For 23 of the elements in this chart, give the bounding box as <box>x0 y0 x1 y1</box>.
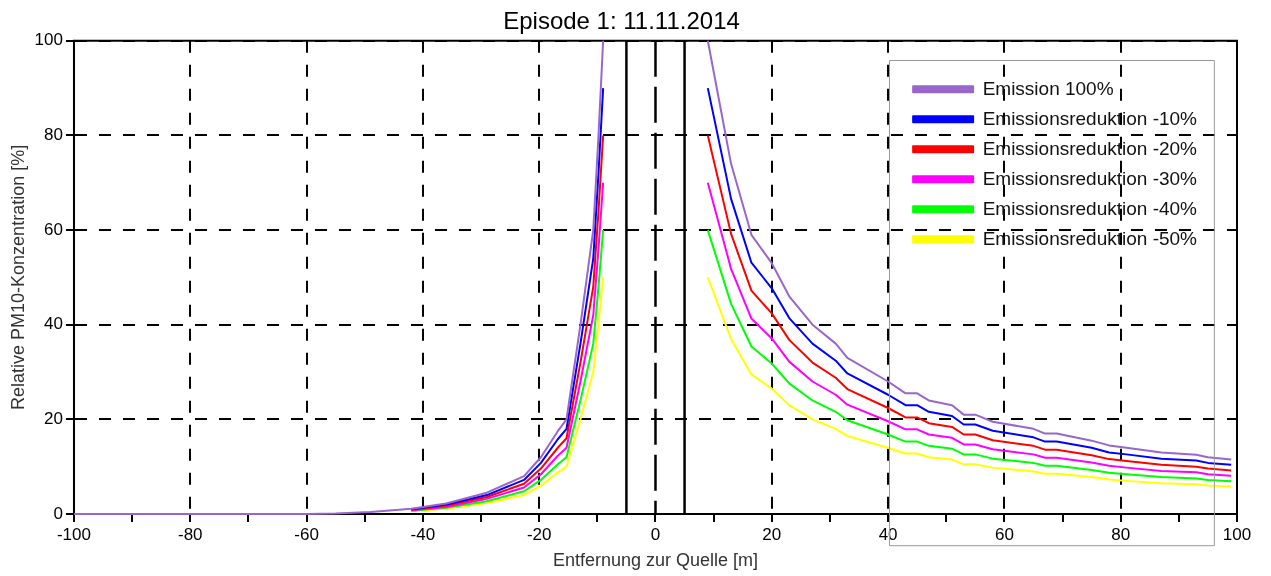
y-tick-label: 0 <box>53 503 63 523</box>
y-tick-label: 80 <box>44 125 63 145</box>
x-tick-label: 80 <box>1111 524 1131 544</box>
y-axis-title: Relative PM10-Konzentration [%] <box>7 144 28 410</box>
x-tick-label: 60 <box>994 524 1014 544</box>
y-tick-label: 40 <box>44 314 63 334</box>
x-tick-label: -20 <box>526 524 552 544</box>
x-tick-label: 20 <box>762 524 782 544</box>
legend-label: Emissionsreduktion -40% <box>982 197 1198 219</box>
legend-label: Emissionsreduktion -20% <box>982 137 1198 159</box>
chart-title: Episode 1: 11.11.2014 <box>503 7 740 35</box>
x-tick-label: 100 <box>1222 524 1252 544</box>
x-tick-label: 0 <box>650 524 661 544</box>
legend-label: Emission 100% <box>982 77 1114 99</box>
x-axis-title: Entfernung zur Quelle [m] <box>552 550 759 571</box>
y-tick-label: 20 <box>44 409 63 429</box>
y-tick-label: 100 <box>34 30 63 50</box>
x-tick-label: -60 <box>294 524 319 544</box>
y-tick-label: 60 <box>44 219 63 239</box>
x-tick-label: -40 <box>410 524 436 544</box>
legend-label: Emissionsreduktion -30% <box>982 167 1198 189</box>
x-tick-label: -80 <box>177 524 203 544</box>
x-tick-label: -100 <box>56 524 91 544</box>
